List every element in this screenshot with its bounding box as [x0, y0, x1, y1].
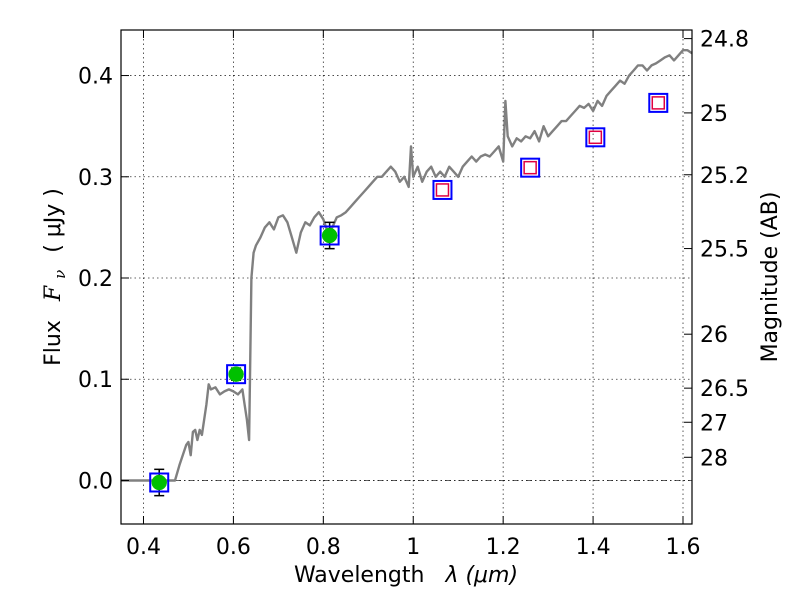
- model-point: [588, 130, 603, 145]
- x-axis-label-text: Wavelength: [294, 563, 425, 588]
- observed-point: [228, 366, 244, 382]
- ticks-layer: 0.4 0.6 0.8 1 1.2 1.4 1.6 0.0 0.1 0.2 0.3 0.4 24.8 25…: [78, 28, 749, 560]
- y2-tick-label: 27: [700, 411, 728, 436]
- y-axis-label-text: Flux: [41, 320, 66, 366]
- model-point: [435, 183, 450, 197]
- x-tick-label: 1.4: [576, 535, 611, 560]
- plot-background: [121, 30, 692, 524]
- outer-square-marker: [432, 179, 453, 200]
- plot-frame: [120, 29, 693, 525]
- markers-layer: [149, 92, 669, 497]
- outer-square-marker: [585, 127, 606, 148]
- y2-axis-label: Magnitude (AB): [758, 192, 783, 363]
- x-tick-label: 0.4: [126, 535, 161, 560]
- y-tick-label: 0.2: [78, 267, 113, 292]
- y-axis-label-symbol: F: [41, 285, 66, 302]
- x-axis-label: Wavelength λ (μm): [294, 563, 518, 588]
- y-tick-label: 0.3: [78, 166, 113, 191]
- outer-square-marker: [648, 92, 669, 113]
- y-axis-label: Flux F ν ( μJy ): [41, 188, 71, 366]
- series-layer: [121, 49, 693, 482]
- y-axis-label-unit: ( μJy ): [41, 188, 66, 253]
- x-tick-label: 1: [406, 535, 420, 560]
- x-tick-label: 0.6: [216, 535, 251, 560]
- y2-tick-label: 26: [700, 323, 728, 348]
- observed-point: [151, 474, 167, 491]
- y-axis-label-subscript: ν: [51, 270, 69, 279]
- y-tick-label: 0.0: [78, 469, 113, 494]
- y2-tick-label: 25.5: [700, 238, 749, 263]
- outer-square-marker: [226, 364, 247, 385]
- outer-square-marker: [520, 157, 541, 178]
- observed-point: [321, 227, 338, 244]
- y2-tick-label: 24.8: [700, 28, 749, 53]
- x-tick-label: 0.8: [306, 535, 341, 560]
- outer-square-marker: [319, 225, 340, 246]
- model-point: [523, 160, 537, 175]
- y2-tick-label: 28: [700, 446, 728, 471]
- x-tick-label: 1.6: [666, 535, 701, 560]
- y2-tick-label: 25: [700, 102, 728, 127]
- y2-tick-label: 26.5: [700, 377, 749, 402]
- y-tick-label: 0.1: [78, 368, 113, 393]
- x-tick-label: 1.2: [486, 535, 521, 560]
- y2-tick-label: 25.2: [700, 164, 749, 189]
- model-point: [651, 96, 666, 110]
- spectrum-line: [121, 49, 693, 482]
- y-tick-label: 0.4: [78, 65, 113, 90]
- x-axis-label-math: λ (μm): [444, 563, 518, 588]
- outer-square-marker: [149, 472, 170, 493]
